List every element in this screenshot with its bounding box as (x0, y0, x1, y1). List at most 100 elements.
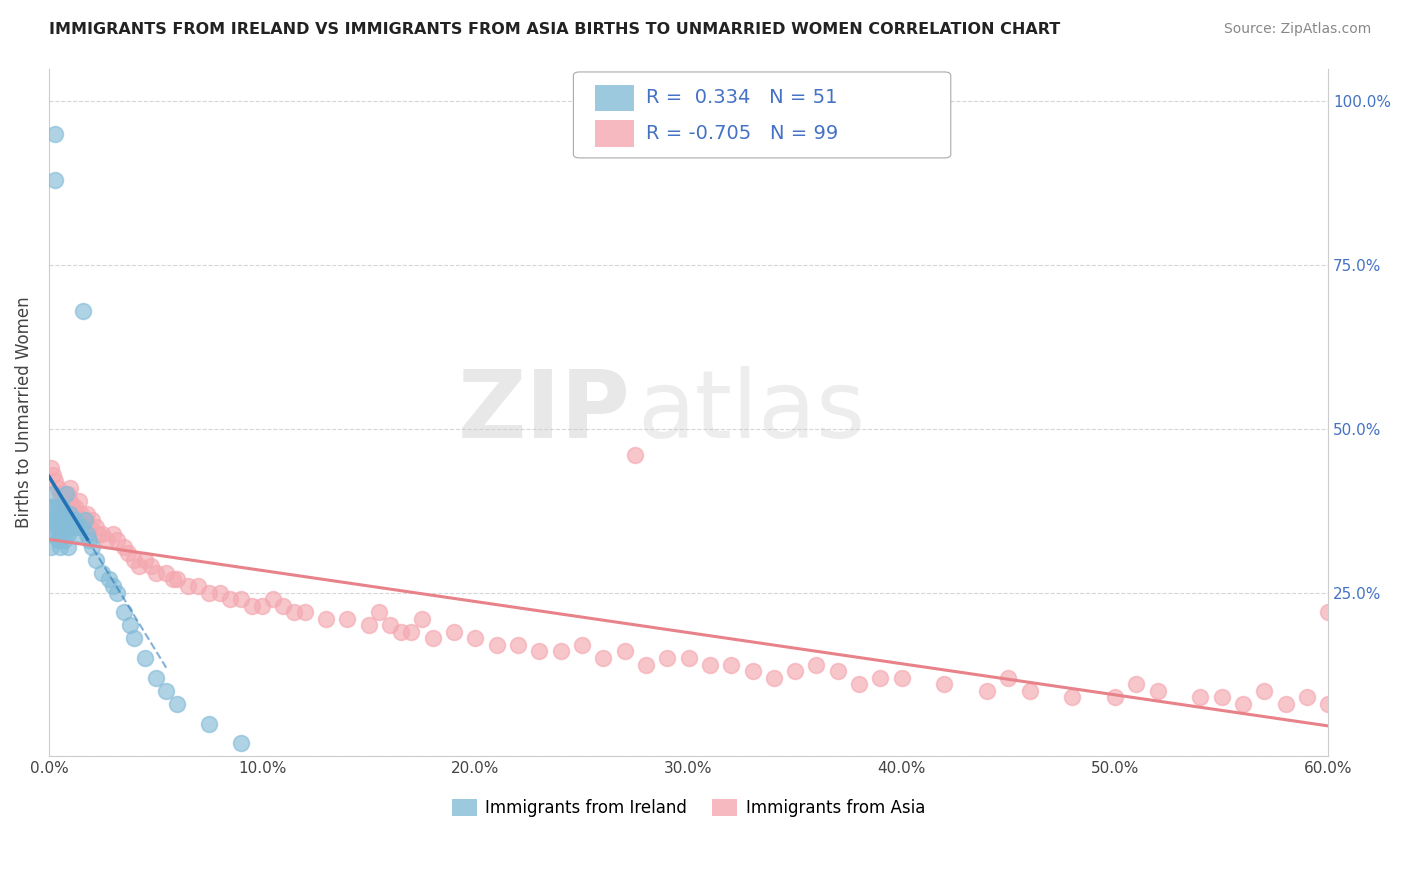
Point (59, 493, 82, 508)
Point (96, 533, 118, 548)
Point (934, 677, 956, 691)
Point (1295, 690, 1317, 705)
Text: IMMIGRANTS FROM IRELAND VS IMMIGRANTS FROM ASIA BIRTHS TO UNMARRIED WOMEN CORREL: IMMIGRANTS FROM IRELAND VS IMMIGRANTS FR… (49, 22, 1060, 37)
Point (105, 533, 128, 548)
Point (39, 500, 62, 515)
Point (294, 605, 316, 619)
Point (46, 533, 69, 548)
Point (166, 573, 188, 587)
Point (75, 513, 97, 527)
Point (141, 559, 163, 574)
Point (1211, 690, 1233, 705)
Bar (595, 120, 634, 146)
Point (52, 513, 75, 527)
Point (48, 520, 70, 534)
Point (128, 559, 150, 574)
Point (187, 579, 209, 593)
Point (118, 618, 141, 632)
Point (59, 481, 82, 495)
Point (39, 526, 62, 541)
Point (117, 546, 139, 560)
Point (55, 487, 77, 501)
Point (762, 671, 785, 685)
Point (155, 566, 177, 580)
Point (657, 651, 679, 665)
Point (678, 651, 700, 665)
Point (890, 671, 912, 685)
Point (571, 638, 593, 652)
Point (51, 487, 73, 501)
Point (55, 513, 77, 527)
Point (76, 507, 98, 521)
Point (56, 487, 79, 501)
Point (315, 612, 337, 626)
Point (785, 664, 807, 678)
Point (1317, 697, 1340, 711)
Text: R = -0.705   N = 99: R = -0.705 N = 99 (647, 124, 838, 143)
Point (869, 671, 891, 685)
Point (42, 513, 65, 527)
Point (101, 579, 124, 593)
Point (39, 461, 62, 475)
FancyBboxPatch shape (574, 72, 950, 158)
Point (250, 599, 273, 613)
Point (84, 553, 107, 567)
Point (273, 599, 295, 613)
Point (46, 500, 69, 515)
Point (411, 612, 433, 626)
Point (198, 585, 221, 599)
Point (39, 513, 62, 527)
Legend: Immigrants from Ireland, Immigrants from Asia: Immigrants from Ireland, Immigrants from… (446, 792, 932, 823)
Point (112, 605, 135, 619)
Point (44, 127, 66, 141)
Point (112, 540, 135, 554)
Point (79, 520, 101, 534)
Point (91, 526, 114, 541)
Point (1317, 605, 1340, 619)
Point (176, 579, 198, 593)
Point (101, 526, 124, 541)
Point (848, 677, 870, 691)
Point (1360, 605, 1382, 619)
Point (1146, 683, 1168, 698)
Point (1062, 690, 1084, 705)
Point (155, 683, 177, 698)
Point (283, 605, 305, 619)
Bar (595, 85, 634, 111)
Point (122, 553, 145, 567)
Point (976, 683, 998, 698)
Point (75, 513, 97, 527)
Point (357, 618, 380, 632)
Point (166, 697, 188, 711)
Point (162, 573, 184, 587)
Point (422, 632, 444, 646)
Point (1339, 703, 1361, 717)
Point (59, 507, 82, 521)
Point (48, 540, 70, 554)
Point (42, 500, 65, 515)
Point (39, 540, 62, 554)
Point (66, 520, 89, 534)
Point (122, 632, 145, 646)
Text: Source: ZipAtlas.com: Source: ZipAtlas.com (1223, 22, 1371, 37)
Point (1018, 683, 1040, 698)
Point (52, 493, 75, 508)
Point (84, 520, 107, 534)
Point (56, 540, 79, 554)
Point (76, 526, 98, 541)
Point (97, 573, 120, 587)
Point (67, 493, 90, 508)
Text: atlas: atlas (637, 367, 866, 458)
Point (56, 526, 79, 541)
Point (485, 638, 508, 652)
Text: ZIP: ZIP (458, 367, 631, 458)
Point (198, 716, 221, 731)
Point (378, 618, 401, 632)
Point (145, 566, 167, 580)
Point (79, 533, 101, 548)
Point (229, 592, 252, 607)
Point (1253, 683, 1275, 698)
Point (67, 526, 90, 541)
Y-axis label: Births to Unmarried Women: Births to Unmarried Women (15, 296, 32, 528)
Point (63, 513, 86, 527)
